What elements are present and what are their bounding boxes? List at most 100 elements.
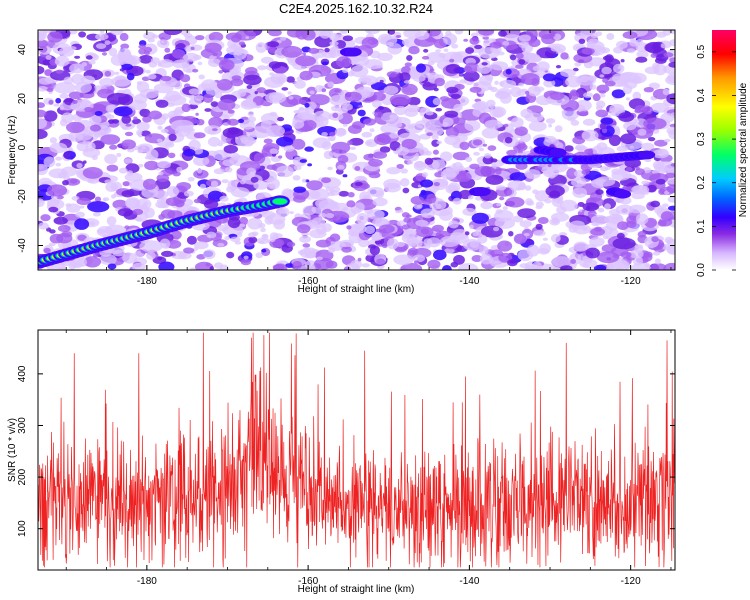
heatmap-noise-blob [49, 142, 68, 154]
heatmap-noise-blob [318, 212, 327, 218]
heatmap-noise-blob [393, 254, 414, 266]
heatmap-noise-blob [75, 211, 85, 218]
heatmap-noise-blob [239, 223, 246, 228]
heatmap-noise-blob [345, 92, 352, 95]
heatmap-noise-blob [489, 106, 507, 118]
heatmap-noise-blob [667, 205, 675, 211]
heatmap-noise-blob [350, 65, 369, 78]
heatmap-noise-blob [613, 260, 631, 270]
heatmap-noise-blob [414, 160, 425, 168]
heatmap-noise-blob [74, 218, 90, 230]
heatmap-noise-blob [380, 112, 398, 122]
heatmap-noise-blob [104, 70, 112, 77]
heatmap-noise-blob [450, 93, 461, 100]
heatmap-noise-blob [439, 209, 453, 221]
heatmap-noise-blob [309, 188, 330, 200]
heatmap-noise-blob [365, 30, 380, 35]
heatmap-noise-blob [490, 86, 498, 93]
heatmap-noise-blob [280, 36, 287, 41]
heatmap-noise-blob [158, 171, 164, 176]
heatmap-noise-blob [157, 125, 163, 130]
heatmap-noise-blob [136, 121, 150, 131]
heatmap-noise-blob [273, 233, 283, 239]
heatmap-noise-blob [314, 85, 324, 93]
heatmap-noise-blob [238, 41, 246, 46]
heatmap-noise-blob [532, 189, 539, 194]
heatmap-noise-blob [395, 210, 401, 214]
heatmap-noise-blob [644, 66, 660, 75]
heatmap-feature-cell [638, 150, 656, 160]
heatmap-noise-blob [426, 193, 437, 204]
heatmap-noise-blob [176, 166, 183, 173]
heatmap-noise-blob [292, 156, 307, 167]
heatmap-noise-blob [116, 152, 122, 158]
heatmap-noise-blob [329, 233, 341, 242]
y-tick-label: 100 [17, 520, 28, 537]
heatmap-feature-cell [473, 187, 491, 197]
heatmap-noise-blob [346, 225, 352, 230]
heatmap-noise-blob [586, 41, 596, 47]
heatmap-noise-blob [578, 111, 589, 117]
heatmap-noise-blob [416, 63, 426, 73]
heatmap-noise-blob [336, 56, 352, 68]
heatmap-noise-blob [495, 169, 502, 175]
heatmap-noise-blob [569, 91, 580, 100]
heatmap-noise-blob [53, 103, 60, 107]
heatmap-noise-blob [600, 47, 610, 54]
heatmap-noise-blob [405, 214, 412, 218]
heatmap-noise-blob [528, 38, 541, 48]
heatmap-noise-blob [629, 39, 638, 47]
heatmap-noise-blob [600, 117, 614, 125]
heatmap-noise-blob [304, 260, 316, 270]
heatmap-noise-blob [559, 199, 578, 212]
heatmap-noise-blob [44, 110, 58, 122]
heatmap-noise-blob [620, 251, 632, 258]
heatmap-noise-blob [186, 235, 197, 245]
heatmap-noise-blob [144, 207, 155, 219]
heatmap-noise-blob [364, 225, 376, 235]
heatmap-noise-blob [117, 208, 133, 217]
heatmap-noise-blob [69, 179, 78, 184]
heatmap-noise-blob [652, 251, 661, 256]
heatmap-noise-blob [278, 155, 283, 159]
heatmap-noise-blob [518, 139, 524, 143]
heatmap-noise-blob [394, 105, 408, 116]
heatmap-noise-blob [342, 68, 349, 73]
heatmap-noise-blob [123, 158, 133, 164]
heatmap-noise-blob [273, 219, 286, 230]
heatmap-noise-blob [350, 259, 363, 269]
heatmap-noise-blob [79, 205, 85, 209]
heatmap-noise-blob [77, 234, 87, 241]
heatmap-noise-blob [387, 30, 396, 35]
heatmap-noise-blob [660, 43, 667, 49]
heatmap-noise-blob [93, 132, 100, 138]
x-tick-label: -140 [459, 276, 479, 287]
heatmap-noise-blob [212, 128, 218, 132]
x-tick-label: -160 [298, 276, 318, 287]
heatmap-noise-blob [291, 138, 306, 150]
heatmap-noise-blob [442, 117, 454, 127]
heatmap-noise-blob [250, 176, 259, 183]
heatmap-noise-blob [148, 110, 163, 120]
heatmap-noise-blob [48, 242, 56, 247]
heatmap-noise-blob [632, 91, 642, 101]
heatmap-noise-blob [608, 209, 621, 216]
x-tick-label: -180 [137, 576, 157, 587]
heatmap-noise-blob [462, 207, 477, 216]
heatmap-noise-blob [402, 187, 410, 194]
heatmap-noise-blob [635, 56, 648, 63]
heatmap-noise-blob [445, 63, 461, 74]
heatmap-noise-blob [453, 254, 465, 265]
heatmap-noise-blob [141, 187, 159, 199]
heatmap-noise-blob [417, 184, 422, 188]
heatmap-noise-blob [574, 62, 582, 67]
heatmap-noise-blob [267, 41, 279, 48]
heatmap-noise-blob [81, 62, 88, 67]
heatmap-noise-blob [459, 141, 470, 151]
heatmap-noise-blob [298, 99, 307, 105]
heatmap-noise-blob [87, 179, 95, 184]
heatmap-noise-blob [114, 71, 120, 75]
heatmap-noise-blob [292, 261, 303, 269]
heatmap-noise-blob [106, 92, 131, 105]
heatmap-noise-blob [478, 47, 500, 59]
